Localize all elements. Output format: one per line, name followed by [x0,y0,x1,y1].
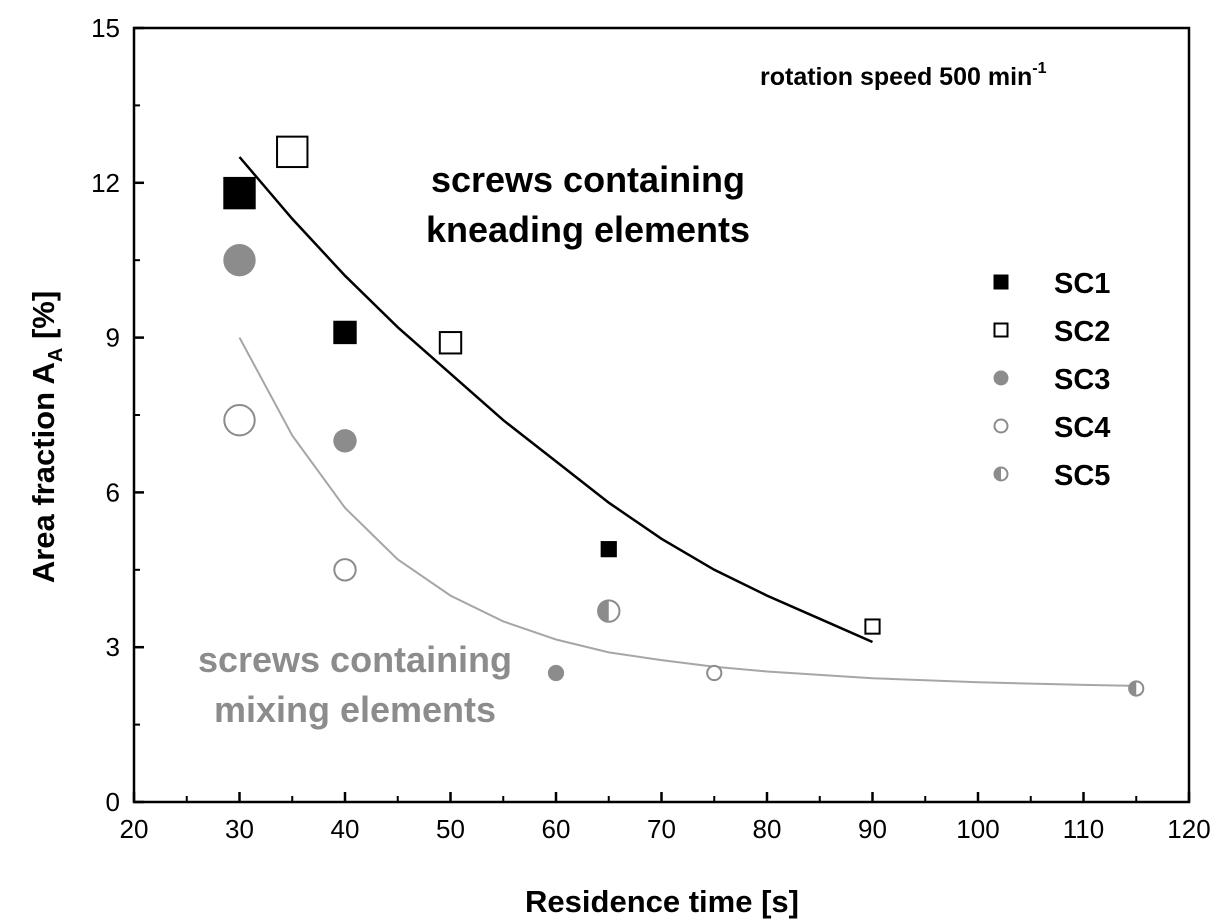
sc1-point [333,320,357,345]
data-points [223,135,1145,697]
legend-label-sc1: SC1 [1054,268,1110,300]
mixing-annotation-line1: screws containing [198,639,512,680]
x-tick-label: 30 [225,814,254,844]
sc2-point [438,331,463,355]
x-axis-title: Residence time [s] [525,884,799,919]
legend-marker-sc1 [993,274,1009,290]
kneading-fit-curve [238,156,874,644]
y-tick-label: 9 [106,323,120,353]
rotation-speed-annotation: rotation speed 500 min-1 [760,60,1047,91]
half-marker-fill [598,600,609,622]
y-tick-label: 15 [91,13,120,43]
legend: SC1 SC2 SC3 SC4 SC5 [993,268,1110,492]
sc1-point [223,176,256,210]
sc5-point [1128,680,1145,697]
x-tick-label: 120 [1167,814,1210,844]
sc3-point [333,429,357,453]
axis-ticks: 20 30 40 50 60 70 80 90 100 110 120 0 3 6 9 12 15 [91,13,1211,844]
kneading-annotation-line1: screws containing [431,159,745,200]
sc4-point [706,664,723,682]
sc5-point [597,599,621,623]
legend-label-sc2: SC2 [1054,316,1110,348]
legend-marker-sc2 [993,322,1009,338]
legend-marker-sc5 [993,466,1009,482]
sc1-point [600,541,617,558]
x-tick-label: 40 [331,814,360,844]
mixing-fit-curve [238,337,1137,687]
x-tick-label: 20 [120,814,149,844]
sc4-point [333,558,357,582]
sc2-point [864,618,881,635]
x-tick-label: 110 [1063,814,1104,844]
x-tick-label: 90 [858,814,887,844]
x-tick-label: 50 [436,814,465,844]
kneading-annotation-line2: kneading elements [426,209,750,250]
y-tick-label: 0 [106,787,120,817]
sc3-point [547,664,565,682]
legend-marker-sc4 [993,418,1009,434]
sc3-point [223,244,256,277]
y-tick-label: 12 [91,168,120,198]
x-tick-label: 70 [647,814,676,844]
half-marker-fill [1129,681,1137,696]
x-tick-label: 80 [753,814,782,844]
sc4-point [223,403,256,437]
y-tick-label: 6 [106,477,120,507]
y-tick-label: 3 [106,632,120,662]
y-axis-title: Area fraction AA [%] [26,291,67,583]
mixing-annotation-line2: mixing elements [214,689,496,730]
legend-label-sc3: SC3 [1054,364,1110,396]
legend-marker-sc3 [993,370,1009,386]
sc2-point [276,135,309,169]
legend-label-sc5: SC5 [1054,460,1110,492]
x-tick-label: 60 [542,814,571,844]
fit-curves [238,156,1137,687]
x-tick-label: 100 [956,814,999,844]
legend-label-sc4: SC4 [1054,412,1110,444]
half-marker-fill [994,467,1001,481]
